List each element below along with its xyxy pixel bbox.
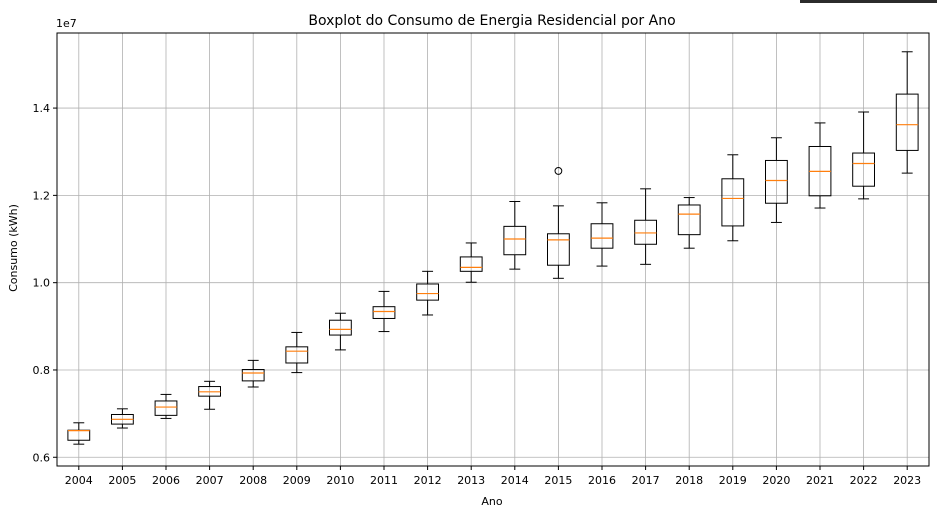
y-tick-label: 1.2 [33, 189, 51, 202]
x-tick-label: 2021 [806, 474, 834, 487]
box-2012 [416, 270, 440, 316]
iqr-box [416, 283, 440, 301]
x-tick-label: 2010 [326, 474, 354, 487]
x-tick-label: 2013 [457, 474, 485, 487]
x-tick-label: 2015 [544, 474, 572, 487]
box-2022 [852, 111, 876, 200]
iqr-box [329, 319, 352, 336]
box-2006 [154, 393, 178, 419]
box-2009 [285, 331, 309, 374]
iqr-box [241, 369, 265, 382]
iqr-box [459, 256, 483, 272]
iqr-box [634, 219, 658, 245]
iqr-box [677, 204, 701, 236]
outlier-point [554, 167, 563, 175]
box-2010 [329, 312, 352, 351]
box-2018 [677, 197, 701, 249]
iqr-box [547, 233, 570, 266]
x-tick-label: 2014 [501, 474, 529, 487]
iqr-box [285, 346, 309, 364]
window-top-bar [800, 0, 937, 3]
x-tick-label: 2022 [850, 474, 878, 487]
x-tick-label: 2007 [196, 474, 224, 487]
iqr-box [372, 306, 396, 319]
box-2021 [808, 122, 832, 209]
x-tick-label: 2004 [65, 474, 93, 487]
box-2014 [503, 200, 527, 270]
box-2020 [765, 137, 788, 223]
box-2004 [67, 422, 91, 445]
x-tick-label: 2018 [675, 474, 703, 487]
box-series [67, 51, 919, 445]
box-2005 [111, 408, 134, 429]
x-tick-label: 2017 [632, 474, 660, 487]
box-2008 [241, 359, 265, 388]
box-2019 [721, 154, 745, 242]
y-tick-label: 1.4 [33, 102, 51, 115]
box-2023 [895, 51, 919, 174]
plot-frame [56, 32, 930, 467]
box-2015 [547, 167, 570, 279]
grid-lines [57, 33, 929, 466]
iqr-box [721, 178, 745, 227]
x-axis-label: Ano [481, 495, 502, 508]
x-tick-label: 2019 [719, 474, 747, 487]
iqr-box [765, 159, 788, 204]
x-tick-label: 2012 [414, 474, 442, 487]
box-2013 [459, 242, 483, 283]
y-tick-label: 1.0 [33, 277, 51, 290]
y-axis-label: Consumo (kWh) [7, 204, 20, 292]
iqr-box [590, 223, 614, 249]
y-tick-label: 0.8 [33, 364, 51, 377]
axes: 2004 2005 2006 2007 2008 2009 2010 2011 2012 2013… [33, 32, 930, 487]
x-tick-label: 2009 [283, 474, 311, 487]
x-tick-label: 2011 [370, 474, 398, 487]
x-tick-label: 2005 [108, 474, 136, 487]
iqr-box [895, 93, 919, 151]
x-tick-label: 2020 [762, 474, 790, 487]
x-tick-label: 2016 [588, 474, 616, 487]
iqr-box [852, 152, 876, 187]
box-2016 [590, 202, 614, 267]
box-2007 [198, 380, 221, 410]
box-2017 [634, 188, 658, 265]
iqr-box [503, 225, 527, 256]
x-tick-label: 2008 [239, 474, 267, 487]
chart-title: Boxplot do Consumo de Energia Residencia… [308, 13, 675, 29]
box-2011 [372, 290, 396, 333]
x-tick-label: 2023 [893, 474, 921, 487]
y-tick-label: 0.6 [33, 451, 51, 464]
x-tick-label: 2006 [152, 474, 180, 487]
y-offset-label: 1e7 [56, 17, 77, 30]
iqr-box [154, 400, 178, 416]
